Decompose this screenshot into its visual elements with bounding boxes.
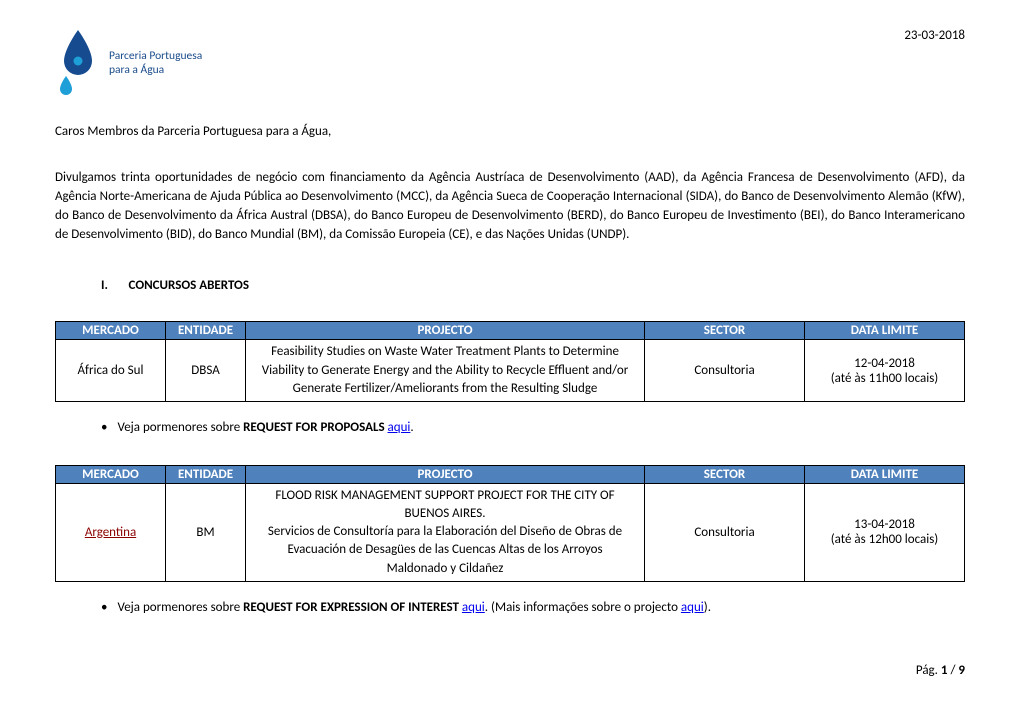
details-link-2[interactable]: aqui bbox=[681, 600, 704, 615]
water-drop-icon bbox=[55, 28, 101, 98]
details-line-2: • Veja pormenores sobre REQUEST FOR EXPR… bbox=[101, 600, 965, 617]
page-current: 1 bbox=[941, 663, 948, 678]
cell-data-limite: 12-04-2018 (até às 11h00 locais) bbox=[805, 340, 965, 402]
page-prefix: Pág. bbox=[916, 663, 941, 678]
section-number: I. bbox=[101, 278, 108, 293]
details-line-1: • Veja pormenores sobre REQUEST FOR PROP… bbox=[101, 420, 965, 437]
greeting: Caros Membros da Parceria Portuguesa par… bbox=[55, 124, 965, 139]
cell-entidade: DBSA bbox=[166, 340, 246, 402]
details-text: Veja pormenores sobre REQUEST FOR EXPRES… bbox=[117, 600, 711, 615]
col-projecto: PROJECTO bbox=[246, 322, 645, 340]
intro-paragraph: Divulgamos trinta oportunidades de negóc… bbox=[55, 169, 965, 244]
col-projecto: PROJECTO bbox=[246, 465, 645, 483]
details-link[interactable]: aqui bbox=[388, 420, 411, 435]
post: . bbox=[410, 420, 413, 435]
logo-text: Parceria Portuguesa para a Água bbox=[109, 49, 202, 78]
pre: Veja pormenores sobre bbox=[117, 420, 243, 435]
col-entidade: ENTIDADE bbox=[166, 322, 246, 340]
table-row: Argentina BM FLOOD RISK MANAGEMENT SUPPO… bbox=[56, 483, 965, 581]
cell-mercado: Argentina bbox=[56, 483, 166, 581]
cell-projecto: FLOOD RISK MANAGEMENT SUPPORT PROJECT FO… bbox=[246, 483, 645, 581]
bullet-icon: • bbox=[101, 420, 107, 437]
pre: Veja pormenores sobre bbox=[117, 600, 243, 615]
opportunity-table-2: MERCADO ENTIDADE PROJECTO SECTOR DATA LI… bbox=[55, 465, 965, 582]
details-text: Veja pormenores sobre REQUEST FOR PROPOS… bbox=[117, 420, 413, 435]
cell-entidade: BM bbox=[166, 483, 246, 581]
bullet-icon: • bbox=[101, 600, 107, 617]
country-link[interactable]: Argentina bbox=[85, 525, 136, 540]
header-row: Parceria Portuguesa para a Água 23-03-20… bbox=[55, 28, 965, 98]
deadline-note: (até às 12h00 locais) bbox=[831, 532, 939, 547]
cell-data-limite: 13-04-2018 (até às 12h00 locais) bbox=[805, 483, 965, 581]
deadline-note: (até às 11h00 locais) bbox=[831, 371, 939, 386]
col-mercado: MERCADO bbox=[56, 465, 166, 483]
post: ). bbox=[704, 600, 711, 615]
table-row: África do Sul DBSA Feasibility Studies o… bbox=[56, 340, 965, 402]
page-sep: / bbox=[948, 663, 959, 678]
bold: REQUEST FOR PROPOSALS bbox=[243, 420, 387, 435]
col-sector: SECTOR bbox=[645, 465, 805, 483]
cell-sector: Consultoria bbox=[645, 340, 805, 402]
cell-mercado: África do Sul bbox=[56, 340, 166, 402]
col-sector: SECTOR bbox=[645, 322, 805, 340]
logo-line1: Parceria Portuguesa bbox=[109, 49, 202, 63]
details-link-1[interactable]: aqui bbox=[462, 600, 485, 615]
proj-desc: Servicios de Consultoría para la Elabora… bbox=[268, 524, 622, 575]
document-date: 23-03-2018 bbox=[904, 28, 965, 43]
mid: . (Mais informações sobre o projecto bbox=[485, 600, 681, 615]
col-data-limite: DATA LIMITE bbox=[805, 465, 965, 483]
section-heading: I. CONCURSOS ABERTOS bbox=[101, 278, 965, 293]
deadline-date: 12-04-2018 bbox=[854, 356, 915, 371]
table-header-row: MERCADO ENTIDADE PROJECTO SECTOR DATA LI… bbox=[56, 322, 965, 340]
page-footer: Pág. 1 / 9 bbox=[55, 663, 965, 678]
logo-line2: para a Água bbox=[109, 63, 202, 77]
col-entidade: ENTIDADE bbox=[166, 465, 246, 483]
bold: REQUEST FOR EXPRESSION OF INTEREST bbox=[243, 600, 462, 615]
cell-projecto: Feasibility Studies on Waste Water Treat… bbox=[246, 340, 645, 402]
page-total: 9 bbox=[958, 663, 965, 678]
deadline-date: 13-04-2018 bbox=[854, 517, 915, 532]
col-mercado: MERCADO bbox=[56, 322, 166, 340]
logo: Parceria Portuguesa para a Água bbox=[55, 28, 202, 98]
section-title: CONCURSOS ABERTOS bbox=[129, 278, 249, 293]
proj-title: FLOOD RISK MANAGEMENT SUPPORT PROJECT FO… bbox=[275, 488, 614, 521]
table-header-row: MERCADO ENTIDADE PROJECTO SECTOR DATA LI… bbox=[56, 465, 965, 483]
col-data-limite: DATA LIMITE bbox=[805, 322, 965, 340]
opportunity-table-1: MERCADO ENTIDADE PROJECTO SECTOR DATA LI… bbox=[55, 321, 965, 402]
cell-sector: Consultoria bbox=[645, 483, 805, 581]
